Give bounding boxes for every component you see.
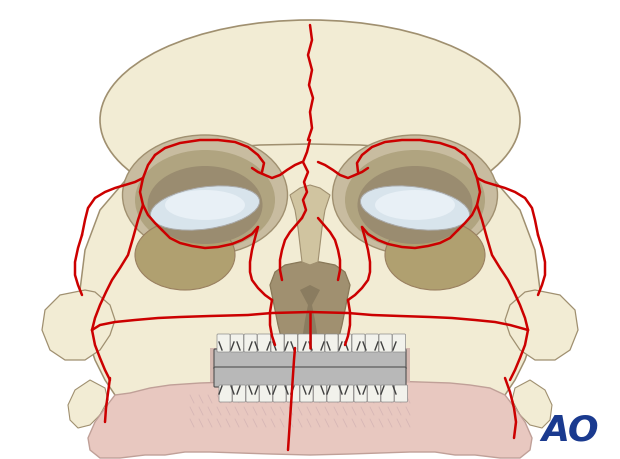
Ellipse shape [148, 166, 262, 244]
FancyBboxPatch shape [244, 334, 257, 352]
FancyBboxPatch shape [273, 385, 286, 402]
Text: AO: AO [541, 413, 599, 447]
Polygon shape [210, 348, 410, 382]
FancyBboxPatch shape [214, 367, 406, 387]
Polygon shape [42, 290, 115, 360]
Ellipse shape [375, 190, 455, 220]
FancyBboxPatch shape [368, 385, 381, 402]
FancyBboxPatch shape [214, 349, 406, 369]
FancyBboxPatch shape [314, 385, 327, 402]
Ellipse shape [135, 220, 235, 290]
FancyBboxPatch shape [271, 334, 284, 352]
Ellipse shape [360, 186, 469, 230]
FancyBboxPatch shape [381, 385, 394, 402]
Polygon shape [270, 261, 350, 368]
Polygon shape [290, 185, 330, 265]
Ellipse shape [345, 150, 485, 250]
FancyBboxPatch shape [298, 334, 311, 352]
FancyBboxPatch shape [354, 385, 367, 402]
FancyBboxPatch shape [286, 385, 299, 402]
Ellipse shape [135, 150, 275, 250]
FancyBboxPatch shape [325, 334, 338, 352]
Polygon shape [512, 380, 552, 428]
FancyBboxPatch shape [300, 385, 313, 402]
Ellipse shape [165, 190, 245, 220]
FancyBboxPatch shape [231, 334, 244, 352]
Polygon shape [505, 290, 578, 360]
FancyBboxPatch shape [246, 385, 259, 402]
Ellipse shape [332, 135, 497, 255]
FancyBboxPatch shape [285, 334, 298, 352]
FancyBboxPatch shape [260, 385, 273, 402]
Polygon shape [80, 144, 540, 432]
FancyBboxPatch shape [232, 385, 246, 402]
FancyBboxPatch shape [339, 334, 352, 352]
Ellipse shape [151, 186, 260, 230]
FancyBboxPatch shape [311, 334, 324, 352]
Ellipse shape [123, 135, 288, 255]
FancyBboxPatch shape [394, 385, 407, 402]
FancyBboxPatch shape [352, 334, 365, 352]
FancyBboxPatch shape [327, 385, 340, 402]
FancyBboxPatch shape [340, 385, 353, 402]
Polygon shape [300, 285, 320, 362]
Ellipse shape [100, 20, 520, 220]
FancyBboxPatch shape [219, 385, 232, 402]
FancyBboxPatch shape [379, 334, 392, 352]
FancyBboxPatch shape [217, 334, 230, 352]
FancyBboxPatch shape [392, 334, 405, 352]
FancyBboxPatch shape [257, 334, 270, 352]
Ellipse shape [358, 166, 472, 244]
FancyBboxPatch shape [366, 334, 378, 352]
Polygon shape [88, 381, 532, 458]
Ellipse shape [385, 220, 485, 290]
Polygon shape [68, 380, 108, 428]
